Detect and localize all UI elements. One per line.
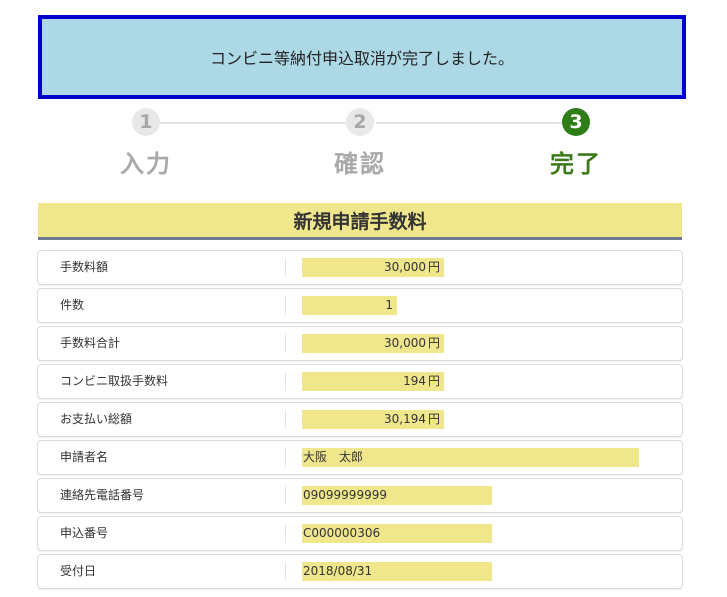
payment-total-value: 30,194 円 <box>302 410 444 429</box>
row-label: 申込番号 <box>38 524 286 543</box>
step-number: 3 <box>562 108 590 136</box>
applicant-name-value: 大阪 太郎 <box>302 448 639 467</box>
row-label: 申請者名 <box>38 448 286 467</box>
row-application-number: 申込番号 C000000306 <box>37 516 683 551</box>
step-input: 1 入力 <box>86 108 206 179</box>
convenience-fee-value: 194 円 <box>302 372 444 391</box>
row-label: コンビニ取扱手数料 <box>38 372 286 391</box>
row-count: 件数 1 <box>37 288 683 323</box>
step-label: 完了 <box>550 150 602 178</box>
step-number: 1 <box>132 108 160 136</box>
step-complete: 3 完了 <box>516 108 636 179</box>
detail-list: 手数料額 30,000 円 件数 1 手数料合計 30,000 円 コンビニ取扱手数… <box>37 250 683 592</box>
row-received-date: 受付日 2018/08/31 <box>37 554 683 589</box>
progress-steps: 1 入力 2 確認 3 完了 <box>38 108 682 188</box>
step-connector <box>376 122 576 124</box>
step-confirm: 2 確認 <box>300 108 420 179</box>
row-label: 件数 <box>38 296 286 315</box>
section-title-text: 新規申請手数料 <box>293 210 427 233</box>
phone-value: 09099999999 <box>302 486 492 505</box>
row-applicant-name: 申請者名 大阪 太郎 <box>37 440 683 475</box>
row-label: 手数料合計 <box>38 334 286 353</box>
row-label: 手数料額 <box>38 258 286 277</box>
step-number: 2 <box>346 108 374 136</box>
fee-total-value: 30,000 円 <box>302 334 444 353</box>
row-label: 連絡先電話番号 <box>38 486 286 505</box>
row-fee-total: 手数料合計 30,000 円 <box>37 326 683 361</box>
completion-banner: コンビニ等納付申込取消が完了しました。 <box>38 15 686 99</box>
application-number-value: C000000306 <box>302 524 492 543</box>
fee-amount-value: 30,000 円 <box>302 258 444 277</box>
step-label: 確認 <box>334 150 386 178</box>
row-payment-total: お支払い総額 30,194 円 <box>37 402 683 437</box>
step-label: 入力 <box>120 150 172 178</box>
step-connector <box>160 122 360 124</box>
row-phone: 連絡先電話番号 09099999999 <box>37 478 683 513</box>
received-date-value: 2018/08/31 <box>302 562 492 581</box>
row-fee-amount: 手数料額 30,000 円 <box>37 250 683 285</box>
row-label: 受付日 <box>38 562 286 581</box>
completion-message: コンビニ等納付申込取消が完了しました。 <box>209 49 514 68</box>
count-value: 1 <box>302 296 397 315</box>
section-title: 新規申請手数料 <box>38 203 682 240</box>
row-label: お支払い総額 <box>38 410 286 429</box>
row-convenience-fee: コンビニ取扱手数料 194 円 <box>37 364 683 399</box>
